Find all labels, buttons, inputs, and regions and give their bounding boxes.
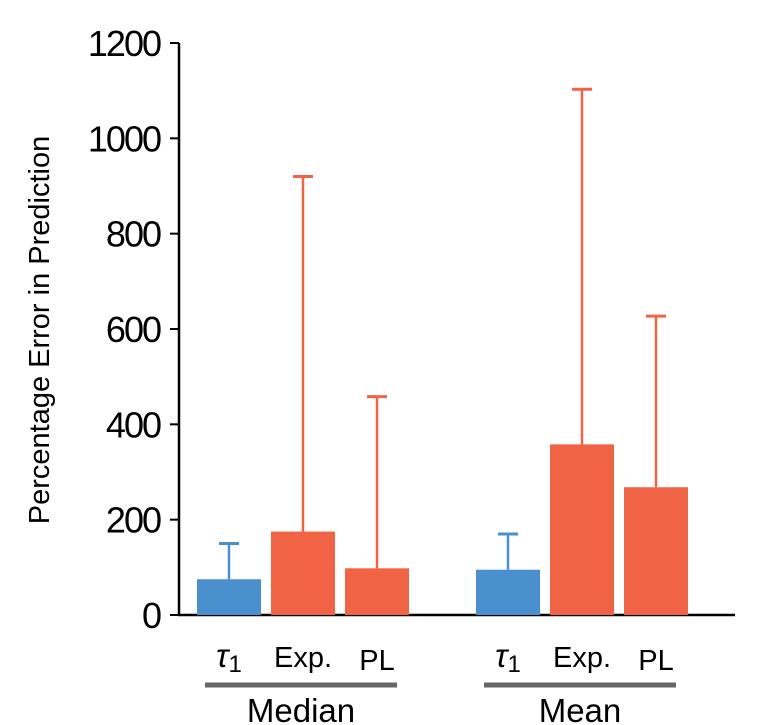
y-axis: 0 200 400 600 800 1000 1200 [88, 23, 181, 636]
category-label: Exp. [274, 642, 332, 674]
category-label: Exp. [553, 642, 611, 674]
bar-median-tau1 [197, 579, 261, 615]
y-axis-label: Percentage Error in Prediction [24, 136, 56, 524]
category-label: τ1 [495, 637, 521, 678]
group-label-mean: Mean [539, 692, 622, 725]
y-tick-label: 1000 [88, 118, 161, 159]
y-tick-label: 0 [142, 595, 161, 636]
category-label: τ1 [216, 637, 242, 678]
bar-median-pl [345, 568, 409, 615]
y-tick-label: 400 [106, 404, 161, 445]
category-labels: τ1 Exp. PL τ1 Exp. PL [216, 637, 674, 678]
category-label: PL [359, 645, 394, 677]
bar-mean-tau1 [476, 569, 540, 615]
group-label-median: Median [247, 692, 355, 725]
group-labels: Median Mean [205, 682, 676, 725]
bar-median-exp [271, 531, 335, 615]
y-tick-label: 1200 [88, 23, 161, 64]
bars [197, 444, 688, 615]
bar-mean-exp [550, 444, 614, 615]
bar-mean-pl [624, 487, 688, 615]
y-tick-label: 800 [106, 214, 161, 255]
y-tick-label: 200 [106, 500, 161, 541]
error-bars [219, 87, 666, 580]
category-label: PL [638, 645, 673, 677]
y-tick-label: 600 [106, 309, 161, 350]
